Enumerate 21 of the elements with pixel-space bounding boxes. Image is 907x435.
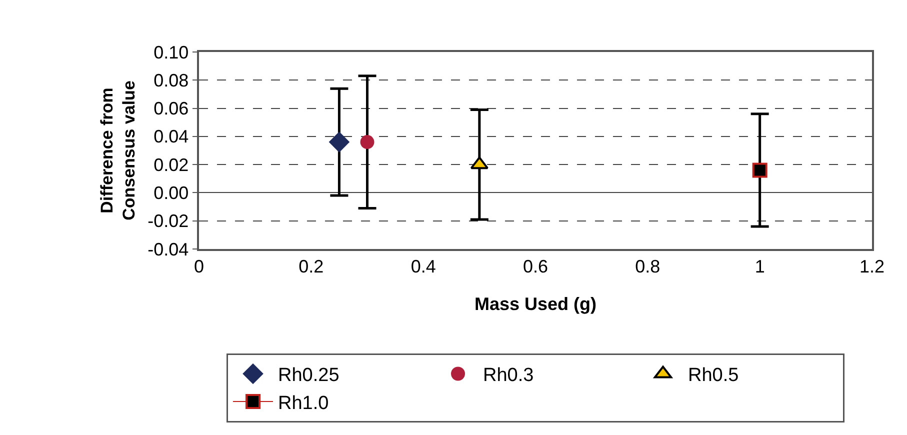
x-tick-label: 0 — [194, 256, 204, 276]
x-tick-label: 1.2 — [859, 256, 885, 276]
y-tick-label: 0.00 — [154, 183, 189, 204]
y-axis-title: Difference from Consensus value — [98, 80, 139, 220]
y-tick-label: 0.02 — [154, 154, 189, 175]
x-tick-label: 0.6 — [522, 256, 548, 276]
y-tick-label: 0.10 — [154, 42, 189, 62]
y-tick-label: 0.04 — [154, 126, 189, 147]
x-tick-label: 0.8 — [635, 256, 660, 276]
legend-label: Rh0.5 — [688, 365, 739, 386]
y-tick-label: 0.06 — [154, 98, 189, 119]
legend-label: Rh1.0 — [278, 392, 329, 414]
y-tick-label: -0.04 — [148, 239, 189, 260]
x-tick-label: 1 — [754, 256, 765, 276]
y-tick-label: 0.08 — [154, 70, 189, 90]
y-tick-label: -0.02 — [148, 211, 189, 232]
x-tick-label: 0.2 — [298, 256, 324, 276]
legend-label: Rh0.25 — [278, 365, 340, 386]
legend-label: Rh0.3 — [483, 365, 534, 386]
x-axis-title: Mass Used (g) — [474, 294, 597, 314]
x-tick-label: 0.4 — [410, 256, 436, 276]
